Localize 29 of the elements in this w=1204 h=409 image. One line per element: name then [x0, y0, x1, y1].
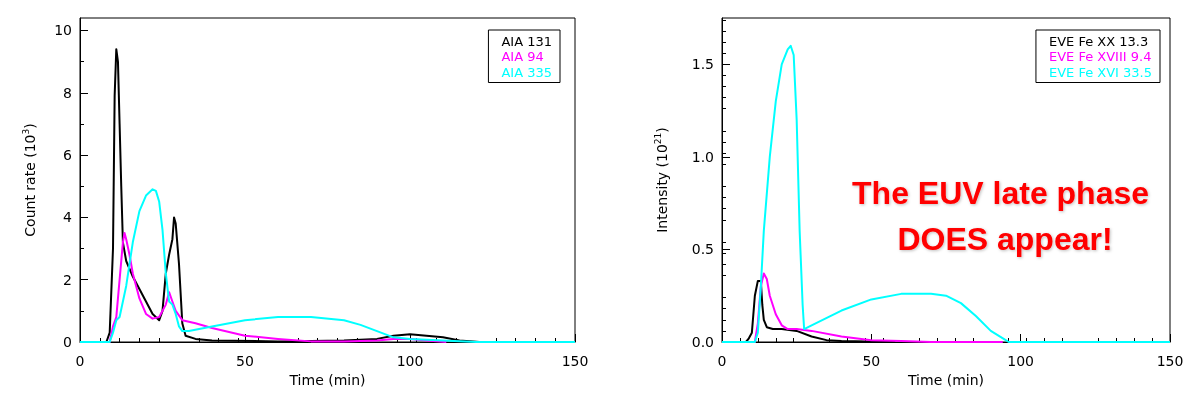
- y-tick-label: 2: [63, 271, 72, 288]
- x-tick-label: 50: [236, 353, 254, 369]
- text: AIA 131: [501, 33, 553, 49]
- y-tick-label: 0: [63, 334, 72, 350]
- x-tick-label: 0: [75, 353, 85, 369]
- y-tick-label: 1.0: [691, 148, 714, 165]
- y-axis-title: Count rate (103): [20, 123, 38, 237]
- x-tick-label: 150: [1156, 353, 1184, 369]
- x-tick-label: 0: [717, 353, 727, 369]
- text: AIA 335: [501, 64, 553, 80]
- x-tick-label: 100: [396, 353, 424, 369]
- annotation: The EUV late phase DOES appear!: [852, 175, 1158, 257]
- y-tick-label: 10: [54, 22, 72, 39]
- text: EVE Fe XVIII 9.4: [1048, 49, 1152, 64]
- x-tick-label: 100: [1007, 353, 1035, 369]
- y-tick-label: 4: [63, 209, 73, 226]
- x-axis-title: Time (min): [906, 371, 985, 388]
- x-axis-title: Time (min): [288, 371, 366, 388]
- x-tick-label: 150: [561, 353, 589, 369]
- text: EVE Fe XX 13.3: [1048, 33, 1149, 49]
- y-tick-label: 0.0: [691, 334, 714, 350]
- x-tick-label: 50: [862, 353, 881, 369]
- y-tick-label: 6: [63, 147, 73, 164]
- y-tick-label: 0.5: [691, 241, 714, 258]
- text: EVE Fe XVI 33.5: [1048, 64, 1152, 80]
- text: AIA 94: [501, 49, 544, 64]
- y-tick-label: 1.5: [691, 56, 714, 73]
- y-axis-title: Intensity (1021): [652, 127, 670, 233]
- y-tick-label: 8: [63, 84, 72, 101]
